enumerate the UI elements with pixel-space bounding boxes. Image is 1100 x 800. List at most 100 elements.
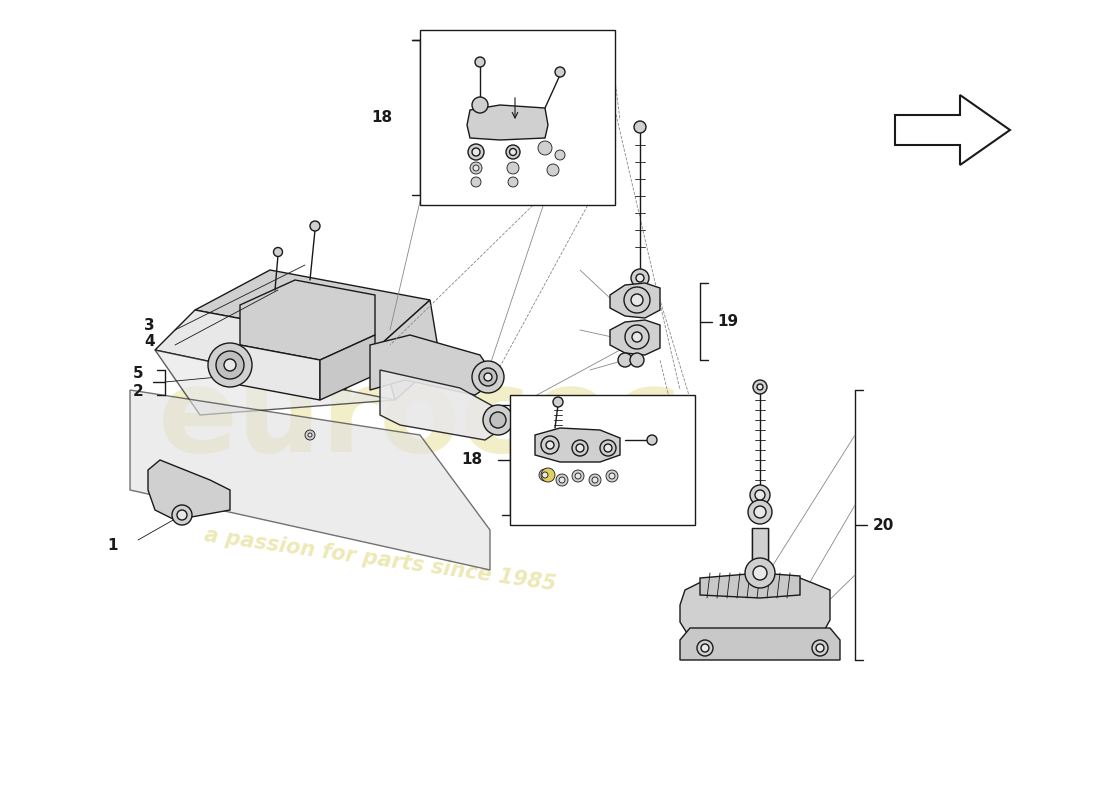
Polygon shape: [610, 320, 660, 355]
Circle shape: [588, 474, 601, 486]
Circle shape: [559, 477, 565, 483]
Circle shape: [470, 162, 482, 174]
Text: 20: 20: [872, 518, 893, 533]
Circle shape: [556, 67, 565, 77]
Text: a passion for parts since 1985: a passion for parts since 1985: [202, 526, 558, 594]
Circle shape: [592, 477, 598, 483]
Circle shape: [538, 141, 552, 155]
Text: 1: 1: [108, 538, 118, 553]
Circle shape: [468, 144, 484, 160]
Polygon shape: [680, 575, 830, 648]
Text: eurococ: eurococ: [157, 362, 682, 478]
Circle shape: [541, 436, 559, 454]
Circle shape: [606, 470, 618, 482]
Circle shape: [750, 485, 770, 505]
Circle shape: [618, 353, 632, 367]
Polygon shape: [155, 350, 395, 415]
Circle shape: [600, 440, 616, 456]
Circle shape: [816, 644, 824, 652]
Circle shape: [757, 384, 763, 390]
Text: 5: 5: [132, 366, 143, 382]
Circle shape: [812, 640, 828, 656]
Circle shape: [310, 221, 320, 231]
Circle shape: [604, 444, 612, 452]
Circle shape: [556, 150, 565, 160]
Polygon shape: [240, 345, 320, 400]
Circle shape: [754, 380, 767, 394]
Circle shape: [305, 430, 315, 440]
Text: 4: 4: [144, 334, 155, 350]
Polygon shape: [895, 95, 1010, 165]
Polygon shape: [468, 105, 548, 140]
Circle shape: [556, 474, 568, 486]
Text: 19: 19: [717, 314, 738, 329]
Circle shape: [308, 433, 312, 437]
Circle shape: [508, 177, 518, 187]
Circle shape: [748, 500, 772, 524]
Circle shape: [755, 490, 764, 500]
Circle shape: [634, 121, 646, 133]
Polygon shape: [379, 370, 500, 440]
Circle shape: [478, 368, 497, 386]
Circle shape: [224, 359, 236, 371]
Circle shape: [572, 440, 588, 456]
Circle shape: [631, 269, 649, 287]
Polygon shape: [680, 628, 840, 660]
Circle shape: [630, 353, 644, 367]
Circle shape: [754, 566, 767, 580]
Circle shape: [472, 97, 488, 113]
Circle shape: [172, 505, 192, 525]
Circle shape: [546, 441, 554, 449]
Polygon shape: [320, 335, 375, 400]
Circle shape: [745, 558, 776, 588]
Circle shape: [697, 640, 713, 656]
Text: 2: 2: [132, 383, 143, 398]
Circle shape: [472, 361, 504, 393]
Circle shape: [542, 472, 548, 478]
Polygon shape: [240, 280, 375, 360]
Bar: [752, 528, 768, 563]
Circle shape: [572, 470, 584, 482]
Text: 18: 18: [371, 110, 392, 125]
Circle shape: [576, 444, 584, 452]
Circle shape: [632, 332, 642, 342]
Circle shape: [625, 325, 649, 349]
Circle shape: [547, 164, 559, 176]
Polygon shape: [155, 310, 380, 390]
Circle shape: [216, 351, 244, 379]
Circle shape: [208, 343, 252, 387]
Circle shape: [553, 397, 563, 407]
Circle shape: [483, 405, 513, 435]
Polygon shape: [148, 460, 230, 520]
Polygon shape: [379, 300, 440, 400]
Circle shape: [475, 57, 485, 67]
Polygon shape: [700, 573, 800, 598]
Circle shape: [471, 177, 481, 187]
Circle shape: [701, 644, 710, 652]
Circle shape: [490, 412, 506, 428]
Circle shape: [509, 149, 517, 155]
Circle shape: [754, 506, 766, 518]
Circle shape: [177, 510, 187, 520]
Circle shape: [484, 373, 492, 381]
Polygon shape: [370, 335, 490, 395]
Circle shape: [609, 473, 615, 479]
Circle shape: [507, 162, 519, 174]
Circle shape: [624, 287, 650, 313]
Bar: [420, 30, 615, 205]
Circle shape: [274, 247, 283, 257]
Circle shape: [647, 435, 657, 445]
Circle shape: [539, 469, 551, 481]
Circle shape: [541, 468, 556, 482]
Circle shape: [473, 165, 478, 171]
Polygon shape: [610, 283, 660, 318]
Circle shape: [575, 473, 581, 479]
Circle shape: [631, 294, 644, 306]
Text: 18: 18: [461, 453, 482, 467]
Polygon shape: [535, 428, 620, 462]
Circle shape: [636, 274, 644, 282]
Text: 3: 3: [144, 318, 155, 333]
Circle shape: [506, 145, 520, 159]
Bar: [510, 395, 695, 525]
Circle shape: [472, 148, 480, 156]
